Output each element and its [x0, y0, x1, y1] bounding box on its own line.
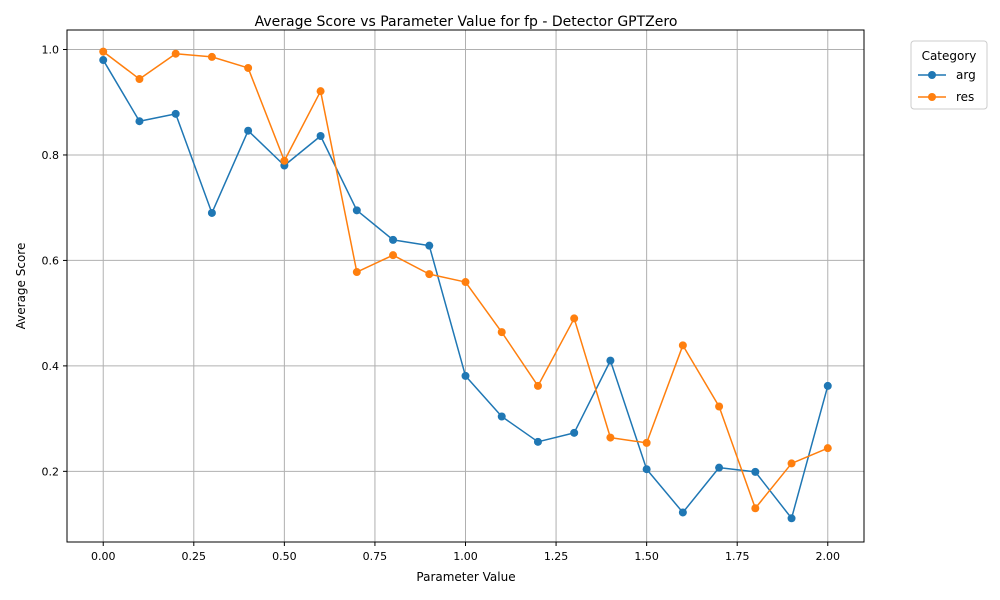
- data-point-arg: [823, 381, 832, 390]
- data-point-arg: [642, 465, 651, 474]
- y-tick-label: 1.0: [42, 44, 60, 57]
- series-arg: [99, 56, 832, 523]
- data-point-arg: [533, 437, 542, 446]
- data-point-res: [352, 268, 361, 277]
- data-point-arg: [425, 241, 434, 250]
- legend-marker-res: [928, 93, 936, 101]
- x-tick-label: 0.00: [91, 550, 116, 563]
- data-point-arg: [316, 131, 325, 140]
- data-point-res: [461, 278, 470, 287]
- legend-title: Category: [922, 49, 977, 63]
- y-tick-label: 0.4: [42, 360, 60, 373]
- legend-frame: [910, 40, 988, 110]
- data-point-arg: [570, 428, 579, 437]
- x-tick-label: 0.75: [363, 550, 388, 563]
- data-point-res: [678, 341, 687, 350]
- data-point-res: [425, 270, 434, 279]
- data-point-arg: [99, 56, 108, 65]
- data-point-arg: [787, 514, 796, 523]
- data-point-res: [751, 504, 760, 513]
- data-point-arg: [244, 126, 253, 135]
- x-tick-label: 1.00: [453, 550, 478, 563]
- data-point-arg: [171, 109, 180, 118]
- data-point-arg: [135, 117, 144, 126]
- legend-entry-arg: arg: [918, 68, 976, 82]
- data-point-arg: [352, 206, 361, 215]
- legend-entry-res: res: [918, 90, 974, 104]
- data-point-res: [244, 63, 253, 72]
- legend-label-res: res: [956, 90, 974, 104]
- data-point-res: [99, 47, 108, 56]
- data-point-arg: [461, 371, 470, 380]
- chart-title: Average Score vs Parameter Value for fp …: [255, 14, 678, 30]
- data-point-res: [135, 75, 144, 84]
- data-point-res: [207, 52, 216, 61]
- data-point-arg: [751, 467, 760, 476]
- x-tick-label: 0.50: [272, 550, 297, 563]
- legend: Category arg res: [910, 40, 988, 110]
- axis-ticks: 0.00 0.25 0.50 0.75 1.00 1.25 1.50 1.75 2.00 0.2 0…: [42, 44, 841, 563]
- data-point-res: [280, 156, 289, 165]
- data-point-arg: [207, 208, 216, 217]
- y-axis-label: Average Score: [14, 243, 28, 330]
- data-point-arg: [606, 356, 615, 365]
- data-point-arg: [715, 463, 724, 472]
- data-point-arg: [678, 508, 687, 517]
- data-point-res: [497, 328, 506, 337]
- legend-label-arg: arg: [956, 68, 976, 82]
- data-point-arg: [497, 412, 506, 421]
- series-layer: [99, 47, 832, 523]
- y-tick-label: 0.6: [42, 254, 60, 267]
- data-point-res: [715, 402, 724, 411]
- data-point-res: [316, 87, 325, 96]
- data-point-res: [787, 459, 796, 468]
- data-point-res: [389, 251, 398, 260]
- x-tick-label: 1.50: [634, 550, 659, 563]
- series-res: [99, 47, 832, 513]
- data-point-res: [533, 381, 542, 390]
- data-point-res: [171, 49, 180, 58]
- x-tick-label: 1.25: [544, 550, 569, 563]
- y-tick-label: 0.8: [42, 149, 60, 162]
- data-point-res: [823, 444, 832, 453]
- x-tick-label: 1.75: [725, 550, 750, 563]
- legend-marker-arg: [928, 71, 936, 79]
- x-tick-label: 0.25: [182, 550, 207, 563]
- data-point-res: [570, 314, 579, 323]
- data-point-arg: [389, 235, 398, 244]
- x-axis-label: Parameter Value: [416, 570, 515, 584]
- x-tick-label: 2.00: [816, 550, 841, 563]
- y-tick-label: 0.2: [42, 465, 60, 478]
- data-point-res: [606, 433, 615, 442]
- data-point-res: [642, 438, 651, 447]
